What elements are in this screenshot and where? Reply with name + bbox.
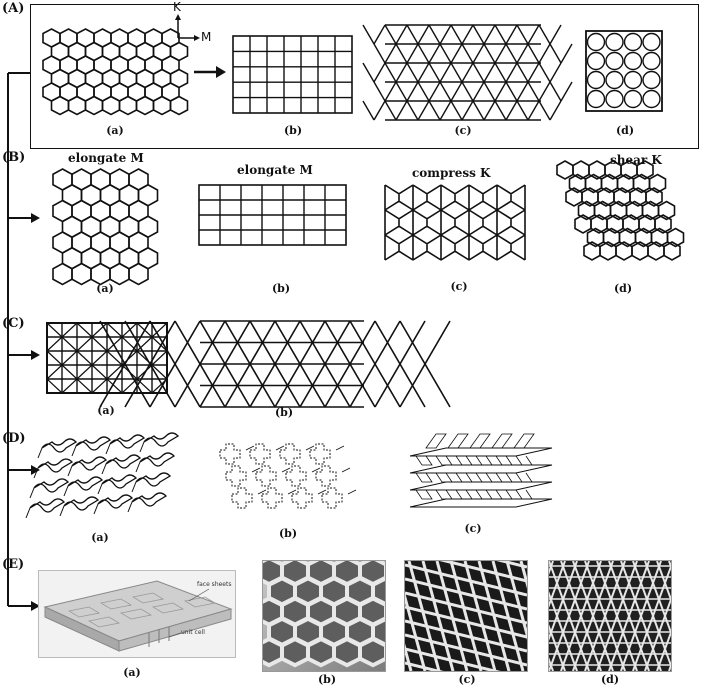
panel-d-c-label: (c) xyxy=(464,522,482,535)
panel-a-a-label: (a) xyxy=(106,124,124,137)
prismatic-cross-3d xyxy=(219,443,357,509)
honeycomb-hexagonal-lattice xyxy=(42,28,189,116)
op-elongate-m-1: elongate M xyxy=(68,151,144,165)
callout-face-sheets: face sheets xyxy=(197,581,232,588)
axis-m-label: M xyxy=(201,30,212,44)
op-compress-k: compress K xyxy=(412,166,491,180)
section-a-label: (A) xyxy=(2,1,25,16)
callout-unit-cell: unit cell xyxy=(181,629,205,636)
triangular-lattice xyxy=(362,24,573,121)
axis-k-label: K xyxy=(173,0,181,14)
panel-d-a-label: (a) xyxy=(91,531,109,544)
photo-hexagonal-sample xyxy=(262,560,386,672)
section-a-frame xyxy=(30,4,699,149)
square-grid-lattice xyxy=(232,35,353,114)
panel-a-c-label: (c) xyxy=(454,124,472,137)
photo-square-sample xyxy=(404,560,528,672)
km-axis-icon xyxy=(175,14,200,41)
panel-a-d-label: (d) xyxy=(615,124,635,137)
prismatic-honeycomb-3d xyxy=(25,432,180,519)
section-c-label: (C) xyxy=(2,316,25,331)
panel-e-b-label: (b) xyxy=(317,673,337,686)
panel-c-a-label: (a) xyxy=(97,404,115,417)
corrugated-sandwich-3d xyxy=(409,433,553,508)
panel-a-b-label: (b) xyxy=(283,124,303,137)
mixed-triangular-square-lattice xyxy=(46,322,168,394)
sandwich-panel-schematic: face sheets unit cell xyxy=(38,570,236,658)
panel-c-b-label: (b) xyxy=(274,406,294,419)
reentrant-auxetic-lattice xyxy=(384,184,526,261)
photo-triangular-sample xyxy=(548,560,672,672)
circular-cell-lattice xyxy=(585,30,663,112)
panel-b-b-label: (b) xyxy=(271,282,291,295)
sheared-honeycomb xyxy=(556,160,685,261)
section-d-label: (D) xyxy=(2,431,26,446)
panel-b-d-label: (d) xyxy=(613,282,633,295)
op-elongate-m-2: elongate M xyxy=(237,163,313,177)
section-b-label: (B) xyxy=(2,150,26,165)
panel-e-c-label: (c) xyxy=(458,673,476,686)
section-e-label: (E) xyxy=(2,557,25,572)
kagome-lattice xyxy=(99,320,451,408)
panel-b-c-label: (c) xyxy=(450,280,468,293)
panel-b-a-label: (a) xyxy=(96,282,114,295)
elongated-square-grid xyxy=(198,184,347,246)
panel-e-d-label: (d) xyxy=(600,673,620,686)
elongated-honeycomb xyxy=(52,168,159,286)
panel-e-a-label: (a) xyxy=(123,666,141,679)
panel-d-b-label: (b) xyxy=(278,527,298,540)
